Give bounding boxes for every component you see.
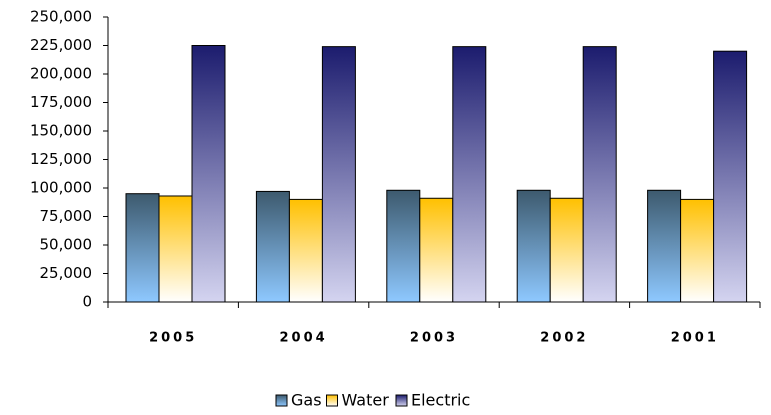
bar [452, 46, 487, 303]
x-tick-label: 2002 [540, 331, 588, 346]
y-tick-label: 125,000 [30, 150, 92, 168]
y-tick-label: 175,000 [30, 93, 92, 111]
y-tick-label: 200,000 [30, 65, 92, 83]
legend-label: Electric [411, 391, 470, 410]
legend-label: Gas [291, 391, 322, 410]
x-tick-label: 2001 [671, 331, 719, 346]
bar [713, 50, 748, 303]
legend-swatch [326, 394, 338, 407]
bar [386, 189, 421, 303]
x-tick-label: 2003 [410, 331, 458, 346]
bar [255, 190, 290, 303]
bar [680, 198, 715, 303]
y-tick-label: 50,000 [40, 236, 93, 254]
y-tick-label: 225,000 [30, 36, 92, 54]
legend-swatch [395, 394, 408, 407]
y-tick-label: 150,000 [30, 122, 92, 140]
bar [516, 189, 551, 303]
bar [647, 189, 682, 303]
y-tick-label: 25,000 [40, 264, 93, 282]
y-tick-label: 75,000 [40, 207, 93, 225]
x-tick-label: 2004 [280, 331, 328, 346]
bar [191, 45, 226, 303]
bar [125, 193, 160, 303]
bar [288, 198, 323, 303]
bar [549, 197, 584, 303]
legend-label: Water [342, 391, 390, 410]
x-tick-label: 2005 [149, 331, 197, 346]
bar [158, 195, 193, 303]
y-tick-label: 250,000 [30, 8, 92, 26]
y-tick-label: 0 [82, 293, 92, 311]
bar [582, 46, 617, 303]
legend-swatch [275, 394, 288, 407]
y-tick-label: 100,000 [30, 179, 92, 197]
bar [321, 46, 356, 303]
bar [419, 197, 454, 303]
